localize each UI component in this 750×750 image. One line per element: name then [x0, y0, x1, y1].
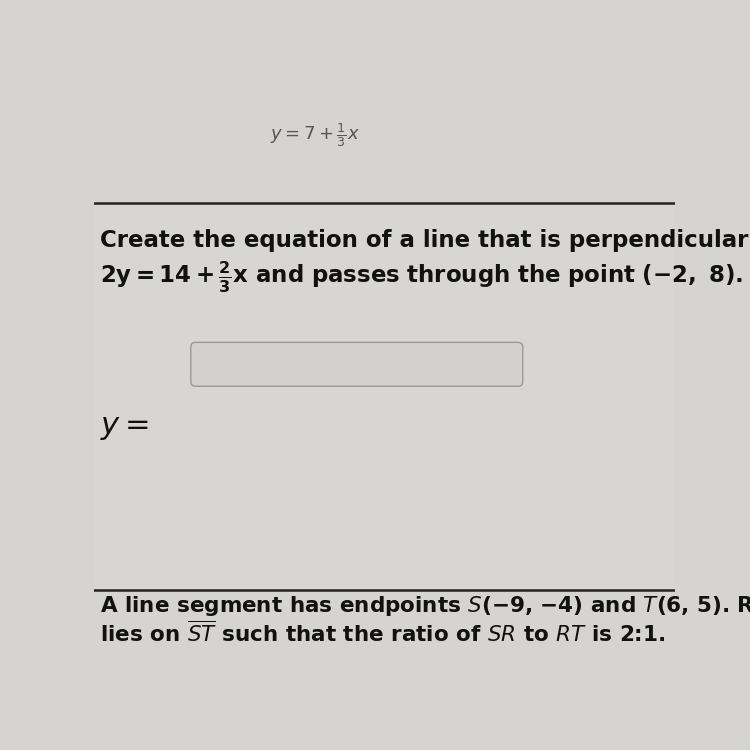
Text: lies on $\overline{\mathit{ST}}$ such that the ratio of $\mathit{SR}$ to $\mathi: lies on $\overline{\mathit{ST}}$ such th…: [100, 620, 665, 646]
Text: $y = 7 + \frac{1}{3}x$: $y = 7 + \frac{1}{3}x$: [270, 121, 359, 148]
Text: Create the equation of a line that is perpendicular to: Create the equation of a line that is pe…: [100, 229, 750, 252]
Text: A line segment has endpoints $\mathit{S}$(−9, −4) and $\mathit{T}$(6, 5). R: A line segment has endpoints $\mathit{S}…: [100, 594, 750, 618]
FancyBboxPatch shape: [190, 342, 523, 386]
Bar: [94, 202, 675, 590]
Text: $\mathbf{2y = 14 + \frac{2}{3}x}$ $\mathbf{and\ passes\ through\ the\ point\ (-2: $\mathbf{2y = 14 + \frac{2}{3}x}$ $\math…: [100, 260, 742, 296]
Bar: [94, 90, 675, 202]
Text: $y =$: $y =$: [100, 413, 148, 442]
Bar: [94, 590, 675, 668]
